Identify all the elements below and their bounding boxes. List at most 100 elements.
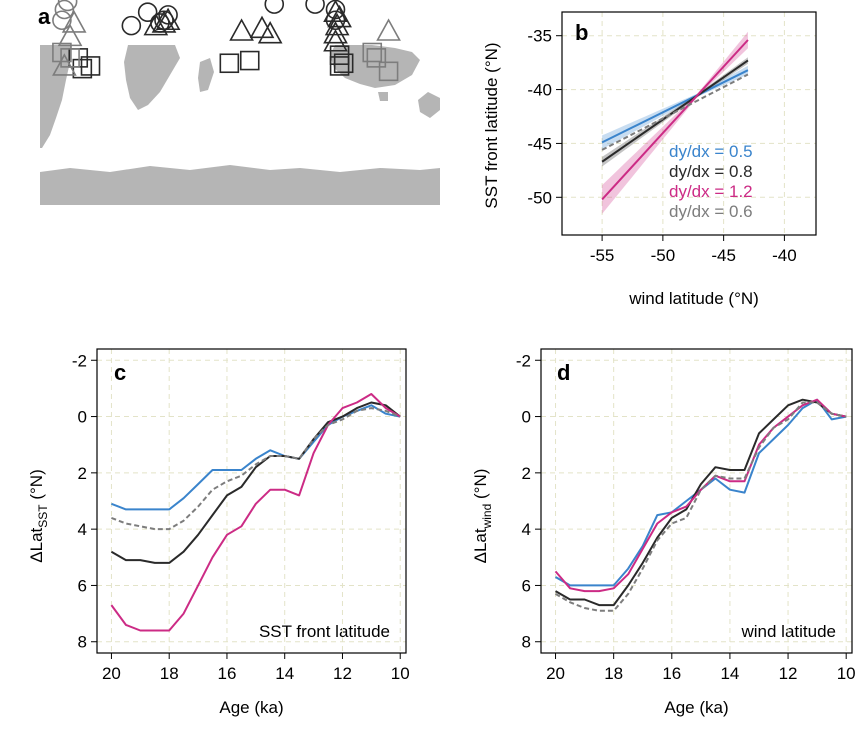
panel-letter-a: a <box>38 4 51 29</box>
legend-entry-blue: dy/dx = 0.5 <box>669 142 753 161</box>
corner-label-c: SST front latitude <box>259 622 390 641</box>
marker-triangle <box>327 4 352 28</box>
y-tick-label: -40 <box>527 81 552 100</box>
marker-square <box>329 45 350 65</box>
land-tasmania <box>378 92 388 101</box>
marker-square <box>329 56 350 76</box>
series-line-black <box>110 401 401 564</box>
marker-triangle <box>229 18 254 41</box>
marker-square <box>68 48 89 68</box>
y-tick-label: 4 <box>78 520 87 539</box>
panel-c-sst-shift: c SST front latitude 20 18 16 14 12 10 -2 0 2 4 6 8… <box>27 348 410 717</box>
x-tick-label: -55 <box>590 246 615 265</box>
legend-entry-gray: dy/dx = 0.6 <box>669 202 753 221</box>
panel-letter-d: d <box>557 360 570 385</box>
y-tick-label: 0 <box>522 408 531 427</box>
panel-letter-c: c <box>114 360 126 385</box>
land-madagascar <box>198 58 214 92</box>
x-tick-label: 16 <box>217 664 236 683</box>
marker-circle <box>264 0 285 14</box>
marker-square <box>239 50 260 71</box>
land-africa <box>124 45 180 110</box>
series-line-black <box>555 398 847 607</box>
y-tick-label: 0 <box>78 408 87 427</box>
marker-circle <box>158 5 178 25</box>
x-axis-label-b: wind latitude (°N) <box>628 289 759 308</box>
marker-circle <box>137 2 158 22</box>
core-site-markers <box>52 0 401 82</box>
marker-circle <box>305 0 325 14</box>
marker-circle <box>54 0 75 20</box>
x-tick-label: -45 <box>711 246 736 265</box>
panel-b-regression: b -55 -50 -45 -40 -35 -40 -45 -50 wind latitude … <box>482 11 817 308</box>
land-antarctica <box>40 165 440 205</box>
plot-frame-c <box>96 348 407 654</box>
marker-square <box>52 42 72 63</box>
x-axis-label-d: Age (ka) <box>664 698 728 717</box>
marker-triangle <box>323 0 348 22</box>
panel-a-map: a <box>38 0 440 205</box>
marker-square <box>378 61 399 82</box>
x-tick-label: -40 <box>772 246 797 265</box>
x-tick-label: 16 <box>662 664 681 683</box>
marker-circle <box>325 0 346 20</box>
y-tick-label: 8 <box>78 633 87 652</box>
series-line-gray <box>555 401 847 612</box>
series-line-magenta <box>110 393 401 632</box>
y-tick-label: 2 <box>78 464 87 483</box>
marker-triangle <box>323 29 348 52</box>
x-tick-label: 18 <box>160 664 179 683</box>
series-line-gray <box>111 407 401 531</box>
marker-triangle <box>323 21 348 44</box>
confidence-band-blue <box>602 65 748 150</box>
land-new-zealand <box>418 92 440 118</box>
x-tick-label: 18 <box>604 664 623 683</box>
plot-frame-b <box>561 11 817 236</box>
marker-circle <box>121 15 142 36</box>
regression-line-gray <box>601 73 749 151</box>
plot-frame-d <box>540 348 853 654</box>
x-tick-label: 10 <box>391 664 410 683</box>
series-line-blue <box>111 404 401 511</box>
marker-triangle <box>257 21 283 44</box>
x-tick-label: 14 <box>720 664 739 683</box>
regression-line-blue <box>601 69 749 144</box>
y-tick-label: 6 <box>522 576 531 595</box>
marker-square <box>219 53 240 74</box>
marker-square <box>333 53 354 74</box>
y-tick-label: 8 <box>522 633 531 652</box>
regression-line-magenta <box>601 39 749 201</box>
marker-triangle <box>52 53 77 76</box>
marker-triangle <box>376 18 401 41</box>
series-line-blue <box>555 398 847 587</box>
y-tick-label: 2 <box>522 464 531 483</box>
x-tick-label: 20 <box>102 664 121 683</box>
y-axis-label-b: SST front latitude (°N) <box>482 42 501 208</box>
x-tick-label: -50 <box>651 246 676 265</box>
series-line-magenta <box>554 398 847 593</box>
land-south-america <box>40 45 72 148</box>
y-tick-label: -50 <box>527 188 552 207</box>
marker-square <box>362 42 383 63</box>
y-tick-label: -2 <box>516 351 531 370</box>
x-tick-label: 12 <box>333 664 352 683</box>
marker-circle <box>57 0 78 12</box>
y-tick-label: -35 <box>527 27 552 46</box>
y-axis-label-c: ΔLatSST (°N) <box>27 469 50 562</box>
y-tick-label: 4 <box>522 520 531 539</box>
marker-triangle <box>249 15 275 39</box>
y-tick-label: 6 <box>78 576 87 595</box>
y-axis-label-d: ΔLatwind (°N) <box>471 469 494 564</box>
x-axis-label-c: Age (ka) <box>219 698 283 717</box>
marker-square <box>366 48 387 68</box>
legend-entry-magenta: dy/dx = 1.2 <box>669 182 753 201</box>
x-tick-label: 12 <box>779 664 798 683</box>
marker-triangle <box>57 23 83 47</box>
marker-circle <box>52 10 72 31</box>
x-tick-label: 10 <box>837 664 856 683</box>
x-tick-label: 14 <box>275 664 294 683</box>
marker-square <box>72 58 93 79</box>
confidence-band-magenta <box>602 31 748 214</box>
